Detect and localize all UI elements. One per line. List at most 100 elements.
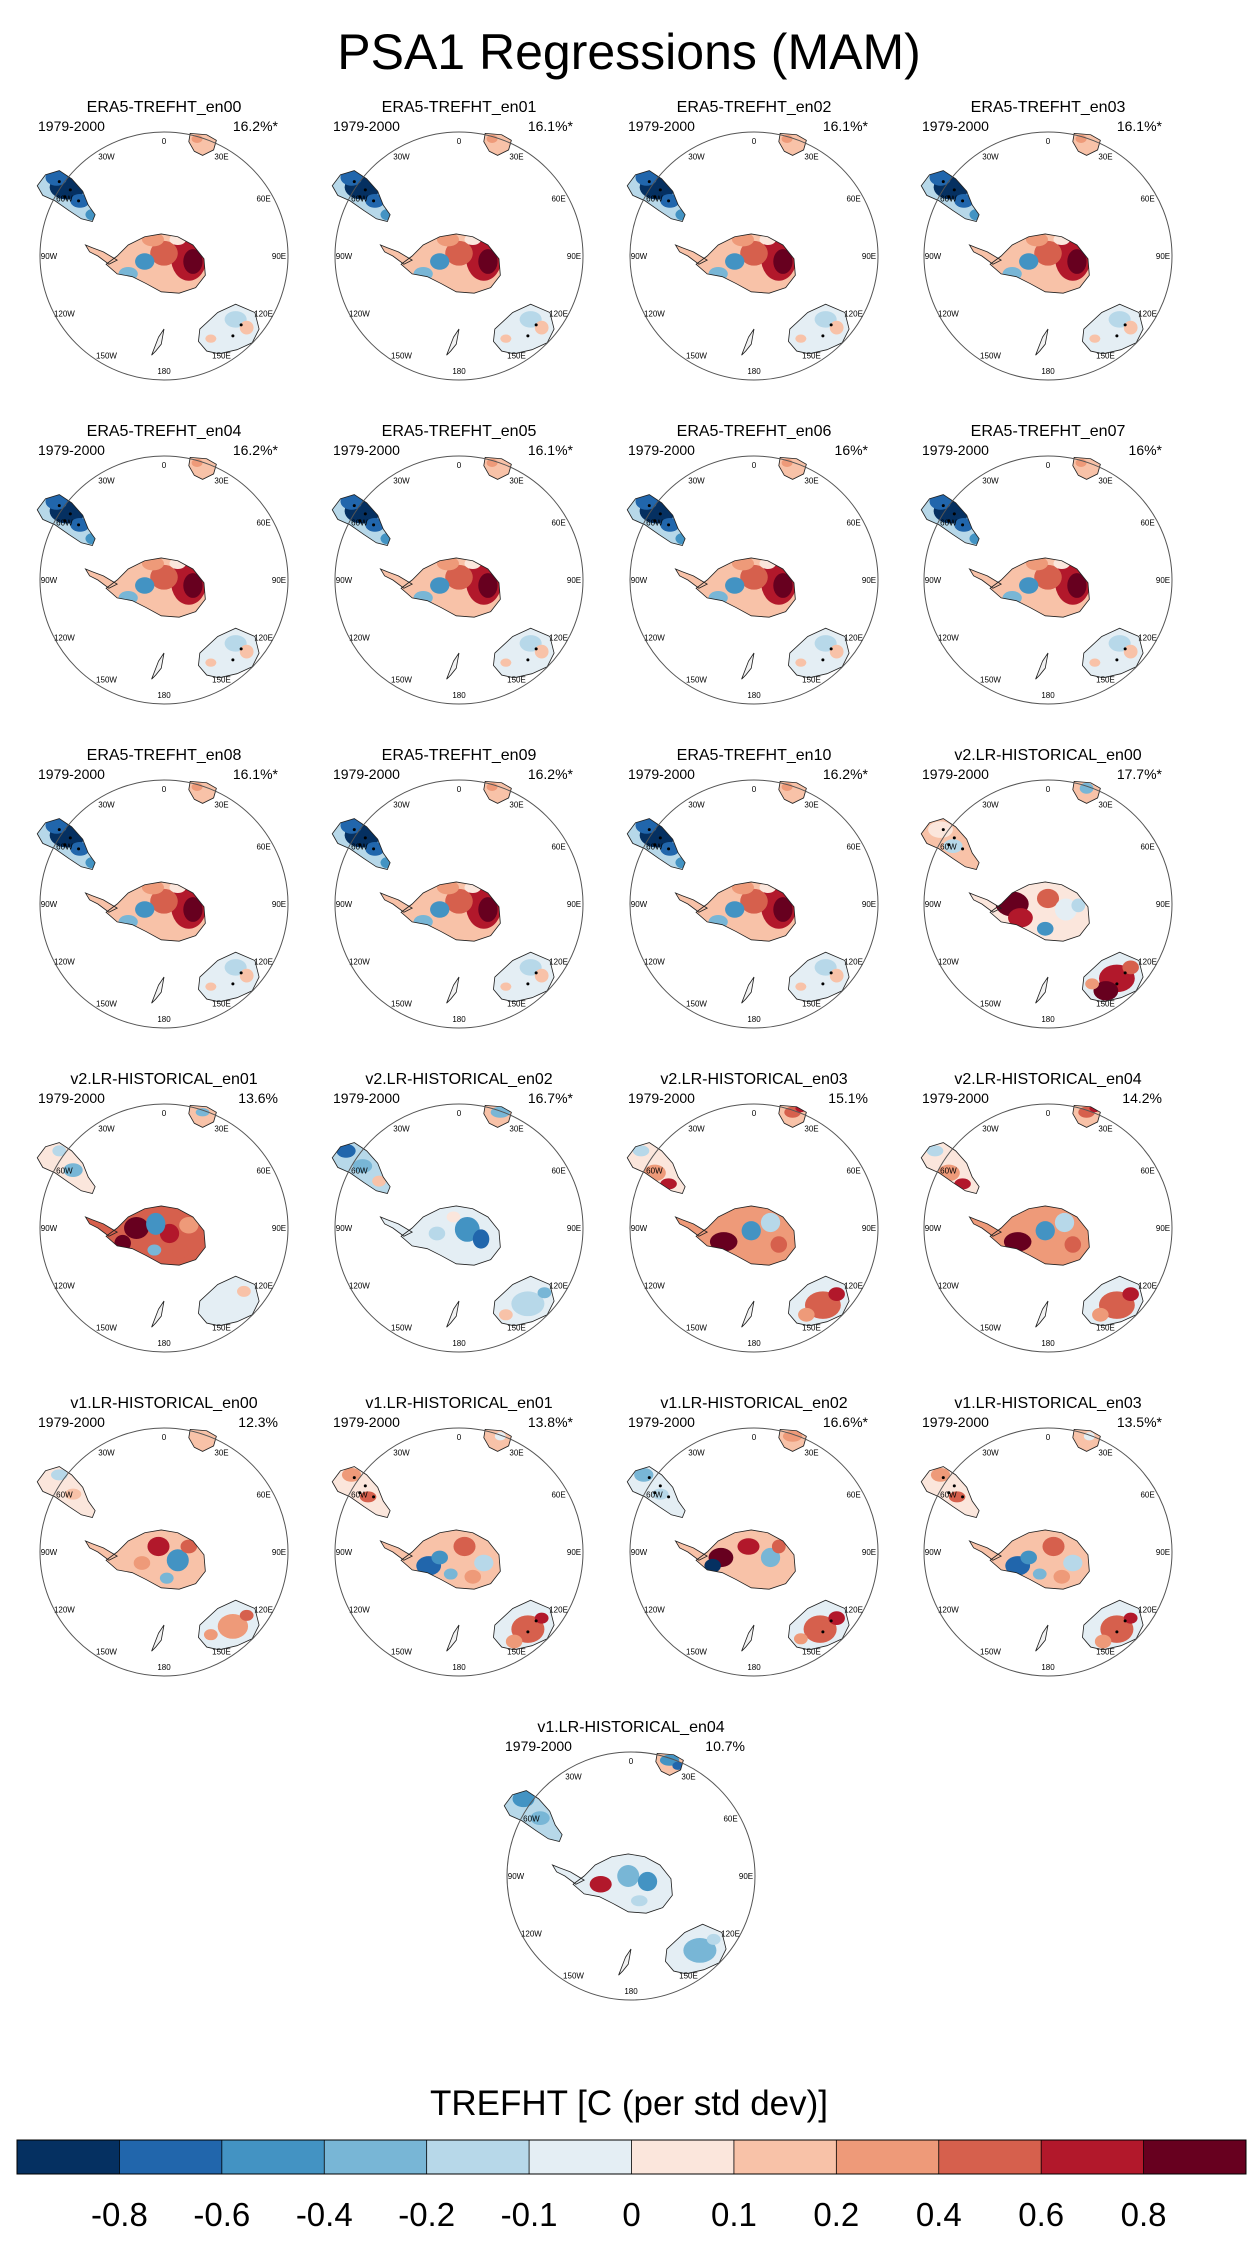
anomaly-patch bbox=[1042, 1536, 1065, 1557]
longitude-label: 60E bbox=[1140, 195, 1154, 204]
coastline bbox=[36, 1142, 96, 1195]
anomaly-patch bbox=[731, 880, 754, 895]
anomaly-patch bbox=[740, 564, 768, 590]
anomaly-patch bbox=[1067, 249, 1087, 274]
anomaly-patch bbox=[804, 329, 822, 343]
anomaly-patch bbox=[534, 320, 549, 335]
coastline bbox=[920, 494, 980, 547]
anomaly-patch bbox=[1089, 658, 1101, 667]
anomaly-patch bbox=[413, 267, 433, 281]
anomaly-patch bbox=[500, 658, 512, 667]
longitude-label: 0 bbox=[752, 1433, 757, 1442]
coastline bbox=[674, 1216, 709, 1237]
longitude-label: 30E bbox=[1098, 1124, 1112, 1133]
longitude-label: 60W bbox=[940, 843, 957, 852]
colorbar-swatch bbox=[119, 2140, 223, 2174]
regression-panel: v1.LR-HISTORICAL_en04 1979-2000 10.7% 0 30E 6… bbox=[503, 1719, 756, 2001]
longitude-label: 150W bbox=[96, 1648, 117, 1657]
coastline bbox=[1072, 456, 1101, 480]
coastline bbox=[331, 818, 391, 871]
anomaly-patch bbox=[589, 1876, 612, 1893]
coastline bbox=[695, 233, 796, 294]
anomaly-patch bbox=[1094, 1634, 1112, 1649]
longitude-label: 90E bbox=[272, 900, 286, 909]
anomaly-patch bbox=[1034, 240, 1062, 266]
longitude-label: 60W bbox=[351, 519, 368, 528]
longitude-label: 150E bbox=[212, 1648, 231, 1657]
longitude-label: 90E bbox=[272, 1224, 286, 1233]
longitude-label: 150W bbox=[980, 1000, 1001, 1009]
anomaly-patch bbox=[709, 1232, 738, 1252]
anomaly-patch bbox=[948, 1491, 966, 1503]
significance-dot bbox=[534, 323, 538, 327]
longitude-label: 0 bbox=[752, 785, 757, 794]
longitude-label: 180 bbox=[747, 1339, 761, 1348]
significance-dot bbox=[239, 647, 243, 651]
anomaly-patch bbox=[928, 821, 953, 838]
longitude-label: 90E bbox=[862, 900, 876, 909]
anomaly-patch bbox=[135, 577, 155, 594]
map-field bbox=[920, 132, 1144, 356]
anomaly-patch bbox=[195, 1108, 210, 1117]
panel-variance-pct: 16.1%* bbox=[528, 118, 574, 134]
anomaly-patch bbox=[118, 915, 138, 929]
longitude-label: 60W bbox=[940, 519, 957, 528]
significance-dot bbox=[941, 1476, 945, 1480]
anomaly-patch bbox=[828, 1611, 845, 1626]
map-field bbox=[626, 132, 850, 356]
panel-period: 1979-2000 bbox=[628, 1090, 695, 1106]
longitude-label: 120W bbox=[938, 310, 959, 319]
map-boundary bbox=[629, 455, 879, 705]
longitude-label: 90W bbox=[41, 576, 58, 585]
longitude-label: 60W bbox=[940, 195, 957, 204]
anomaly-patch bbox=[740, 240, 768, 266]
anomaly-patch bbox=[725, 577, 745, 594]
coastline bbox=[379, 568, 414, 589]
longitude-label: 120E bbox=[844, 1282, 863, 1291]
anomaly-patch bbox=[509, 329, 527, 343]
significance-dot bbox=[352, 504, 356, 508]
coastline bbox=[188, 780, 217, 804]
longitude-label: 150W bbox=[96, 1000, 117, 1009]
anomaly-patch bbox=[445, 564, 473, 590]
panel-title: v2.LR-HISTORICAL_en04 bbox=[954, 1071, 1141, 1088]
longitude-label: 60E bbox=[551, 1491, 565, 1500]
map-field bbox=[331, 1428, 555, 1652]
panel-title: ERA5-TREFHT_en06 bbox=[677, 423, 832, 440]
panel-title: v1.LR-HISTORICAL_en03 bbox=[954, 1395, 1141, 1412]
land-nz bbox=[741, 653, 754, 680]
anomaly-patch bbox=[760, 1547, 781, 1568]
anomaly-patch bbox=[683, 1938, 717, 1963]
longitude-label: 30W bbox=[393, 476, 410, 485]
anomaly-patch bbox=[737, 1538, 760, 1555]
significance-dot bbox=[239, 971, 243, 975]
longitude-label: 120W bbox=[644, 310, 665, 319]
longitude-label: 150E bbox=[1096, 352, 1115, 361]
longitude-label: 150W bbox=[96, 352, 117, 361]
map-boundary bbox=[334, 779, 584, 1029]
panel-variance-pct: 16.2%* bbox=[233, 118, 279, 134]
land-nz bbox=[1035, 1625, 1048, 1652]
significance-dot bbox=[63, 843, 67, 847]
coastline bbox=[551, 1864, 586, 1885]
anomaly-patch bbox=[183, 573, 203, 598]
map-boundary bbox=[39, 131, 289, 381]
longitude-label: 30E bbox=[214, 152, 228, 161]
coastline bbox=[483, 456, 512, 480]
longitude-label: 60W bbox=[646, 519, 663, 528]
significance-dot bbox=[534, 1619, 538, 1623]
longitude-label: 90E bbox=[1156, 252, 1170, 261]
significance-dot bbox=[1123, 971, 1127, 975]
anomaly-patch bbox=[141, 880, 164, 895]
anomaly-patch bbox=[1093, 981, 1119, 1001]
longitude-label: 0 bbox=[457, 1433, 462, 1442]
longitude-label: 60W bbox=[351, 195, 368, 204]
anomaly-patch bbox=[632, 1145, 650, 1157]
significance-dot bbox=[952, 188, 956, 192]
longitude-label: 90E bbox=[567, 252, 581, 261]
regression-panel: v2.LR-HISTORICAL_en03 1979-2000 15.1% 0 30E 6… bbox=[626, 1071, 879, 1353]
regression-panel: v2.LR-HISTORICAL_en04 1979-2000 14.2% 0 30E 6… bbox=[920, 1071, 1173, 1353]
longitude-label: 120E bbox=[549, 634, 568, 643]
coastline bbox=[674, 568, 709, 589]
anomaly-patch bbox=[795, 334, 807, 343]
